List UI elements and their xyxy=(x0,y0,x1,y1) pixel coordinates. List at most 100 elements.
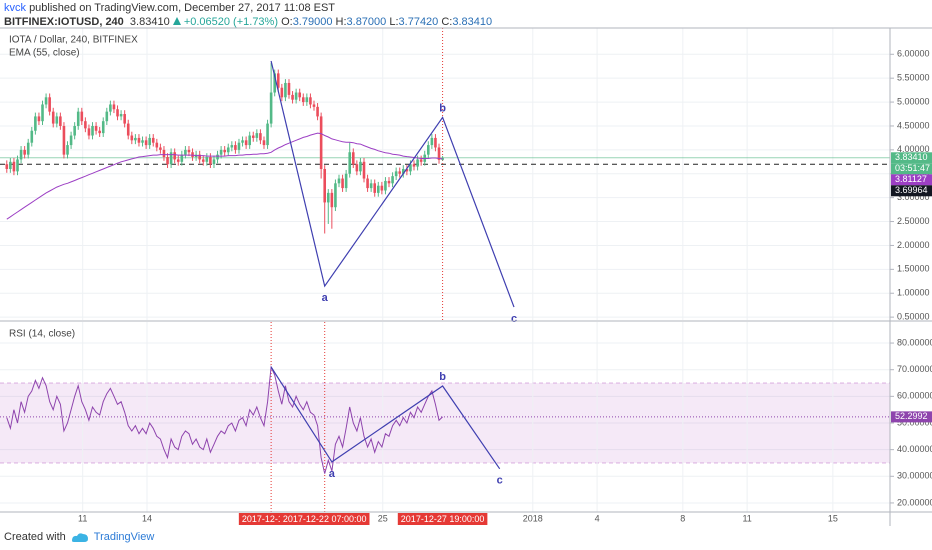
user[interactable]: kvck xyxy=(4,2,26,14)
h-key: H: xyxy=(335,16,347,28)
y-tick-label: 5.00000 xyxy=(897,96,930,106)
change: +0.06520 (+1.73%) xyxy=(183,16,278,28)
candle-body xyxy=(37,116,41,122)
candle-body xyxy=(126,123,130,136)
candle-body xyxy=(419,159,423,162)
candle-body xyxy=(116,109,119,117)
rsi-value-label-bg xyxy=(891,411,932,423)
candle-body xyxy=(409,164,412,172)
candle-body xyxy=(66,145,69,155)
candle-body xyxy=(76,111,80,126)
hline-label: 3.69964 xyxy=(895,185,928,195)
candle-body xyxy=(151,137,155,143)
candle-body xyxy=(219,149,223,155)
x-tick-label: 8 xyxy=(680,513,685,523)
candle-body xyxy=(19,149,23,160)
candle-body xyxy=(255,133,259,138)
x-tick-label: 11 xyxy=(742,513,751,523)
brand-logo xyxy=(71,532,88,542)
created-with: Created with xyxy=(4,531,66,543)
last-price-label-bg xyxy=(891,152,932,164)
candle-body xyxy=(234,145,237,150)
candle-body xyxy=(291,94,294,100)
pattern-label: c xyxy=(511,313,517,325)
o-key: O: xyxy=(281,16,293,28)
candle-body xyxy=(205,157,209,162)
candle-body xyxy=(44,97,48,105)
pattern-line xyxy=(270,366,501,470)
candle-body xyxy=(369,183,373,189)
candle-body xyxy=(276,73,280,88)
candle-body xyxy=(262,140,266,146)
candle-body xyxy=(112,104,116,110)
grid-layer xyxy=(0,28,890,512)
candle-body xyxy=(312,104,316,107)
rsi-band xyxy=(0,383,890,463)
candle-body xyxy=(209,157,212,165)
countdown-label: 03:51:47 xyxy=(895,163,930,173)
candle-body xyxy=(216,154,219,160)
pattern-label: a xyxy=(329,468,336,480)
candle-body xyxy=(384,180,387,191)
x-marker-label: 2017-12-27 19:00:00 xyxy=(401,514,485,524)
y-tick-label: 80.00000 xyxy=(897,337,932,347)
candle-body xyxy=(405,168,409,172)
candle-body xyxy=(123,114,126,124)
candle-body xyxy=(109,104,112,112)
l-key: L: xyxy=(389,16,399,28)
candle-body xyxy=(280,87,284,98)
candle-body xyxy=(84,121,87,129)
candle-body xyxy=(248,135,251,146)
pattern-label: c xyxy=(497,475,503,487)
rsi-value-label: 52.2992 xyxy=(895,411,928,421)
x-marker-label: 2017-12-22 07:00:00 xyxy=(283,514,367,524)
up-arrow xyxy=(172,17,181,25)
x-tick-label: 4 xyxy=(595,513,600,523)
countdown-label-bg xyxy=(891,163,932,175)
candle-body xyxy=(105,111,109,122)
publish-line: kvck published on TradingView.com, Decem… xyxy=(4,1,492,15)
candle-body xyxy=(16,159,19,172)
candle-body xyxy=(437,147,441,160)
candle-body xyxy=(237,142,241,150)
c-value: 3.83410 xyxy=(452,16,493,28)
candle-body xyxy=(337,178,341,184)
candle-body xyxy=(34,116,37,131)
candle-body xyxy=(176,159,180,162)
x-marker-label: 2017-12-19 19 xyxy=(242,514,301,524)
candle-body xyxy=(119,114,123,117)
candle-body xyxy=(30,130,34,143)
candle-body xyxy=(9,161,12,169)
candle-body xyxy=(230,145,234,148)
c-key: C: xyxy=(441,16,453,28)
candle-body xyxy=(159,147,162,150)
pane-title: IOTA / Dollar, 240, BITFINEX xyxy=(9,35,138,46)
candle-body xyxy=(273,73,276,93)
x-marker-bg xyxy=(279,513,370,525)
candle-body xyxy=(341,178,344,189)
x-tick-label: 11 xyxy=(78,513,87,523)
candle-body xyxy=(348,152,352,174)
candle-body xyxy=(241,140,244,143)
candle-body xyxy=(48,97,51,112)
candle-body xyxy=(80,111,84,122)
candle-body xyxy=(73,125,76,136)
candle-body xyxy=(166,157,169,165)
header: kvck published on TradingView.com, Decem… xyxy=(4,1,492,29)
candle-body xyxy=(366,178,369,189)
candle-body xyxy=(362,161,366,179)
candle-body xyxy=(412,164,416,167)
candle-body xyxy=(251,135,255,138)
y-tick-label: 60.00000 xyxy=(897,391,932,401)
price: 3.83410 xyxy=(129,16,170,28)
y-tick-label: 5.50000 xyxy=(897,73,930,83)
candle-body xyxy=(134,137,137,141)
rsi-line xyxy=(6,365,443,474)
brand[interactable]: TradingView xyxy=(93,531,155,543)
candle-body xyxy=(98,130,101,134)
pattern-label: b xyxy=(439,371,446,383)
candle-body xyxy=(148,137,151,146)
candle-body xyxy=(323,168,327,203)
o-value: 3.79000 xyxy=(292,16,333,28)
